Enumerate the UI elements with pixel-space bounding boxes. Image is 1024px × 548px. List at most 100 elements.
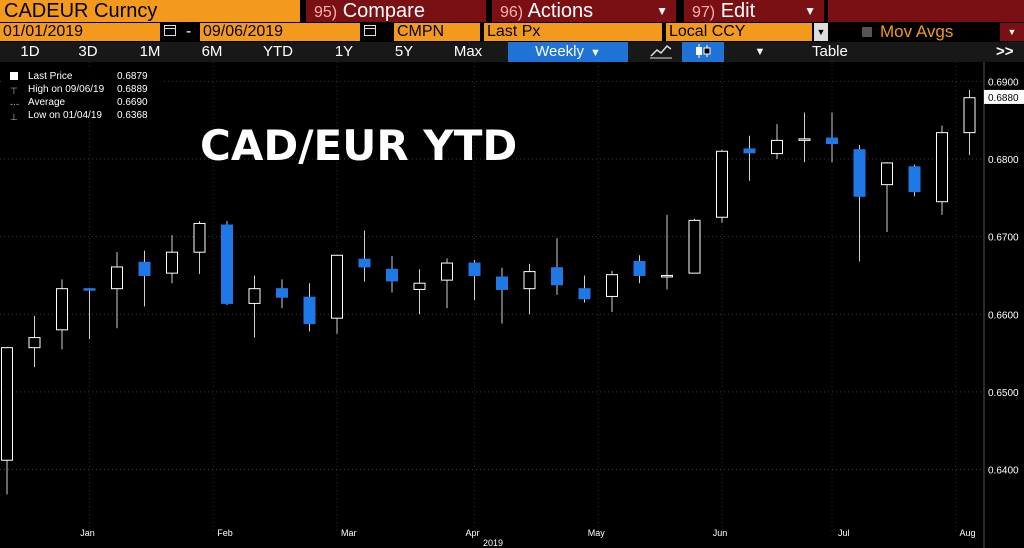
table-button[interactable]: Table xyxy=(812,43,848,60)
x-tick-label: Feb xyxy=(217,528,233,538)
calendar-icon[interactable] xyxy=(164,25,176,36)
candle-body xyxy=(523,271,536,290)
candle-body xyxy=(413,282,426,290)
high-marker-icon: ⊤ xyxy=(10,86,18,96)
legend-value: 0.6889 xyxy=(117,84,148,95)
date-separator: - xyxy=(186,23,192,40)
candle-body xyxy=(963,97,976,134)
compare-number: 95) xyxy=(314,4,338,21)
average-marker-icon: -·- xyxy=(10,99,19,109)
actions-button[interactable]: 96) Actions ▼ xyxy=(492,0,676,22)
legend-label: Last Price xyxy=(28,71,73,82)
candle-body xyxy=(688,219,701,274)
candle-body xyxy=(853,149,866,197)
tab-max[interactable]: Max xyxy=(453,43,483,60)
price-chart: 0.6400 0.6500 0.6600 0.6700 0.6800 0.6900 CAD/… xyxy=(0,62,1024,548)
x-tick-label: Mar xyxy=(341,528,357,538)
price-field[interactable]: Last Px xyxy=(484,23,662,41)
candle-body xyxy=(771,139,783,155)
x-tick-label: Aug xyxy=(959,528,975,538)
candle-body xyxy=(551,267,563,286)
edit-number: 97) xyxy=(692,4,716,21)
candlestick-chart-icon[interactable] xyxy=(682,42,724,62)
tab-1m[interactable]: 1M xyxy=(139,43,161,60)
candle-body xyxy=(798,138,811,141)
source-field[interactable]: CMPN xyxy=(394,23,480,41)
x-tick-label: Jun xyxy=(713,528,728,538)
compare-button[interactable]: 95) Compare xyxy=(306,0,486,22)
tab-weekly-label: Weekly xyxy=(535,43,584,60)
candle-body xyxy=(716,150,728,218)
period-bar: 1D 3D 1M 6M YTD 1Y 5Y Max Weekly ▼ ▼ Tabl… xyxy=(0,42,1024,62)
legend-value: 0.6690 xyxy=(117,97,148,108)
low-marker-icon: ⊥ xyxy=(10,112,18,122)
candle-body xyxy=(1,347,13,461)
candle-body xyxy=(743,148,756,154)
compare-label: Compare xyxy=(342,0,425,22)
candle-body xyxy=(881,162,893,186)
more-button[interactable]: >> xyxy=(996,43,1014,60)
title-bar: CADEUR Curncy 95) Compare 96) Actions ▼ … xyxy=(0,0,1024,22)
title-bar-filler xyxy=(828,0,1024,22)
candle-body xyxy=(468,262,481,276)
square-icon xyxy=(10,72,18,80)
tab-3d[interactable]: 3D xyxy=(78,43,98,60)
candle-body xyxy=(661,274,673,278)
legend-label: High on 09/06/19 xyxy=(28,84,105,95)
mov-avgs-label: Mov Avgs xyxy=(880,22,954,41)
legend-high: ⊤ High on 09/06/19 0.6889 xyxy=(4,83,164,96)
candle-body xyxy=(166,251,178,274)
end-date-field[interactable]: 09/06/2019 xyxy=(200,23,360,41)
legend-value: 0.6879 xyxy=(117,71,148,82)
chart-type-dropdown-icon[interactable]: ▼ xyxy=(754,46,766,58)
tab-6m[interactable]: 6M xyxy=(201,43,223,60)
candle-body xyxy=(606,274,618,297)
legend-last-price: Last Price 0.6879 xyxy=(4,70,164,83)
candle-body xyxy=(193,222,206,253)
x-year-label: 2019 xyxy=(483,538,503,548)
x-tick-label: Apr xyxy=(465,528,479,538)
legend-average: -·- Average 0.6690 xyxy=(4,96,164,109)
candle-body xyxy=(138,261,151,276)
chevron-down-icon: ▼ xyxy=(656,4,668,18)
candle-body xyxy=(248,288,261,304)
edit-button[interactable]: 97) Edit ▼ xyxy=(684,0,824,22)
ticker-field[interactable]: CADEUR Curncy xyxy=(0,0,300,22)
tab-1d[interactable]: 1D xyxy=(20,43,40,60)
line-chart-icon[interactable] xyxy=(640,42,682,62)
chevron-down-icon: ▼ xyxy=(804,4,816,18)
x-tick-label: Jan xyxy=(80,528,95,538)
calendar-icon[interactable] xyxy=(364,25,376,36)
candle-body xyxy=(358,258,371,268)
y-tick-label: 0.6600 xyxy=(988,310,1019,321)
candle-body xyxy=(386,268,398,282)
tab-1y[interactable]: 1Y xyxy=(334,43,354,60)
y-tick-label: 0.6500 xyxy=(988,388,1019,399)
tab-5y[interactable]: 5Y xyxy=(394,43,414,60)
candle-body xyxy=(441,262,453,281)
start-date-field[interactable]: 01/01/2019 xyxy=(0,23,160,41)
x-tick-label: May xyxy=(588,528,606,538)
currency-field[interactable]: Local CCY xyxy=(666,23,812,41)
last-price-marker xyxy=(984,89,1024,104)
actions-number: 96) xyxy=(500,4,524,21)
mov-avgs-checkbox[interactable] xyxy=(862,27,872,37)
candle-body xyxy=(56,288,68,331)
parameter-bar: 01/01/2019 - 09/06/2019 CMPN Last Px Loc… xyxy=(0,22,1024,42)
x-tick-label: Jul xyxy=(838,528,850,538)
mov-avgs-dropdown-icon[interactable]: ▼ xyxy=(1000,23,1024,41)
candle-body xyxy=(633,261,646,276)
chart-legend: Last Price 0.6879 ⊤ High on 09/06/19 0.6… xyxy=(4,70,164,122)
candle-body xyxy=(826,137,838,145)
tab-ytd[interactable]: YTD xyxy=(263,43,293,60)
chevron-down-icon: ▼ xyxy=(590,47,601,59)
legend-label: Average xyxy=(28,97,66,108)
candle-body xyxy=(276,288,288,298)
legend-low: ⊥ Low on 01/04/19 0.6368 xyxy=(4,109,164,122)
tab-weekly[interactable]: Weekly ▼ xyxy=(508,42,628,62)
currency-dropdown-icon[interactable]: ▼ xyxy=(814,23,828,41)
y-tick-label: 0.6800 xyxy=(988,155,1019,166)
actions-label: Actions xyxy=(527,0,594,22)
y-tick-label: 0.6400 xyxy=(988,466,1019,477)
candle-body xyxy=(83,288,96,291)
